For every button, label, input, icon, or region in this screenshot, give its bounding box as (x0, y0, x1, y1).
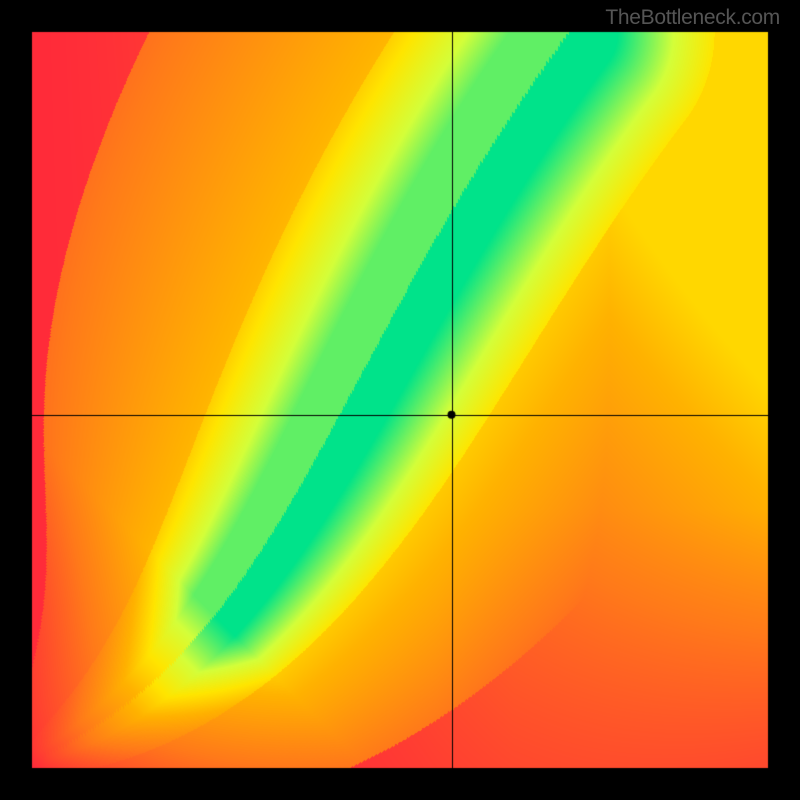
chart-container: TheBottleneck.com (0, 0, 800, 800)
watermark-text: TheBottleneck.com (605, 6, 780, 30)
heatmap-canvas (0, 0, 800, 800)
